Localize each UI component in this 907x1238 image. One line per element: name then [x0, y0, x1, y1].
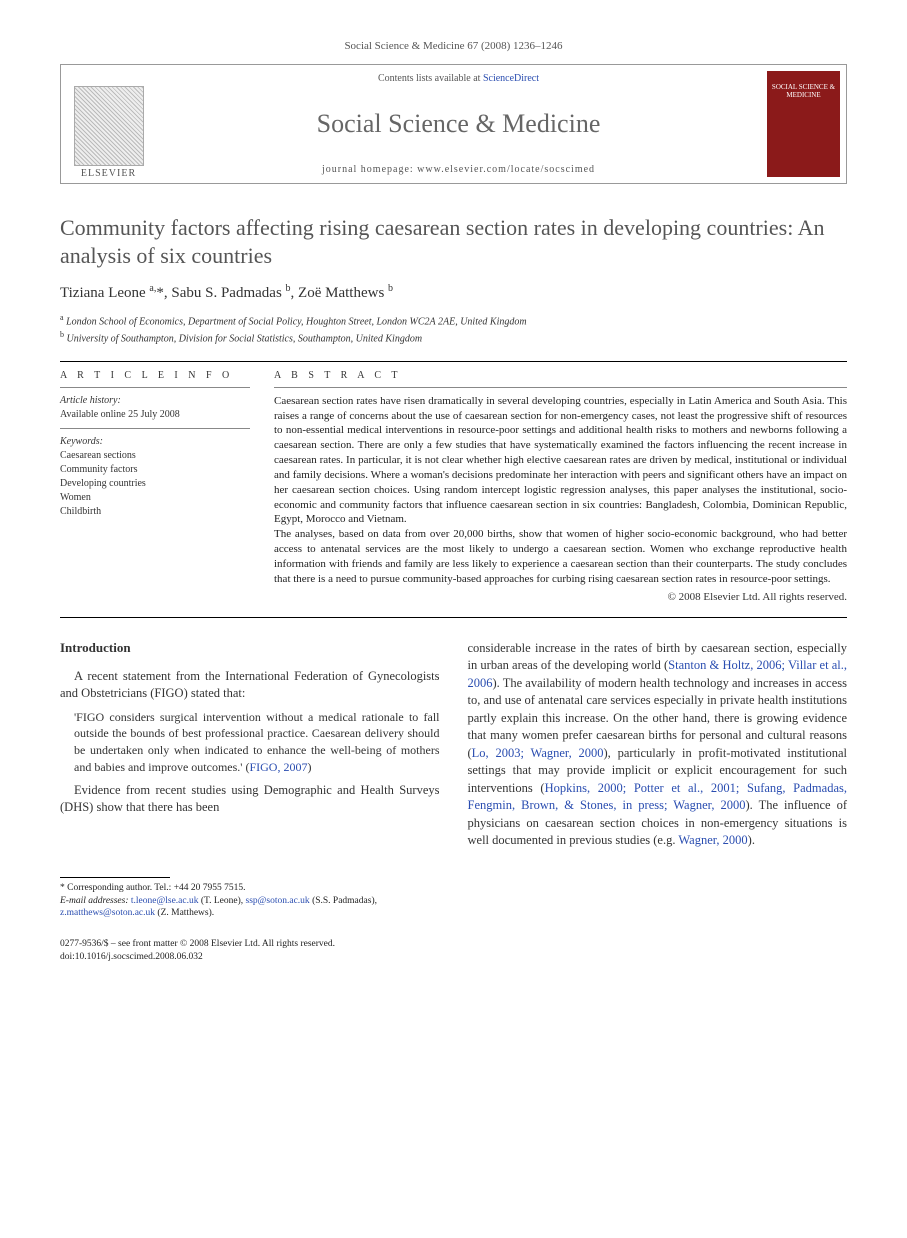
info-rule-2 — [60, 428, 250, 429]
email-link[interactable]: ssp@soton.ac.uk — [246, 896, 310, 906]
right-column: considerable increase in the rates of bi… — [468, 640, 848, 921]
abstract-col: A B S T R A C T Caesarean section rates … — [274, 370, 847, 603]
email-link[interactable]: z.matthews@soton.ac.uk — [60, 908, 155, 918]
r1-end: ). — [748, 833, 755, 847]
footer: 0277-9536/$ – see front matter © 2008 El… — [60, 938, 847, 963]
history-label: Article history: — [60, 394, 250, 408]
journal-banner: ELSEVIER Contents lists available at Sci… — [60, 64, 847, 184]
keyword: Community factors — [60, 463, 250, 477]
quote-close: ) — [307, 760, 311, 774]
email-footnote: E-mail addresses: t.leone@lse.ac.uk (T. … — [60, 895, 440, 921]
article-title: Community factors affecting rising caesa… — [60, 214, 847, 269]
affil-a-text: London School of Economics, Department o… — [66, 316, 527, 327]
history-text: Available online 25 July 2008 — [60, 408, 250, 422]
abstract-p1: Caesarean section rates have risen drama… — [274, 395, 847, 526]
citation-link[interactable]: Lo, 2003; Wagner, 2000 — [472, 746, 604, 760]
sciencedirect-link[interactable]: ScienceDirect — [483, 73, 539, 84]
banner-center: Contents lists available at ScienceDirec… — [156, 65, 761, 183]
info-rule-1 — [60, 387, 250, 388]
right-body: considerable increase in the rates of bi… — [468, 640, 848, 850]
right-p1: considerable increase in the rates of bi… — [468, 640, 848, 850]
intro-heading: Introduction — [60, 640, 440, 656]
keywords-label: Keywords: — [60, 435, 250, 449]
affiliation-b: b University of Southampton, Division fo… — [60, 329, 847, 346]
doi-line: doi:10.1016/j.socscimed.2008.06.032 — [60, 951, 847, 963]
cover-thumb-wrap: SOCIAL SCIENCE & MEDICINE — [761, 65, 846, 183]
email-link[interactable]: t.leone@lse.ac.uk — [131, 896, 199, 906]
journal-cover-icon: SOCIAL SCIENCE & MEDICINE — [767, 71, 840, 177]
corresponding-author-footnote: * Corresponding author. Tel.: +44 20 795… — [60, 882, 440, 895]
citation-link[interactable]: Wagner, 2000 — [678, 833, 747, 847]
publisher-block: ELSEVIER — [61, 65, 156, 183]
intro-p1: A recent statement from the Internationa… — [60, 668, 440, 703]
publisher-label: ELSEVIER — [81, 168, 136, 179]
rule-top — [60, 361, 847, 362]
abstract-p2: The analyses, based on data from over 20… — [274, 528, 847, 585]
contents-line: Contents lists available at ScienceDirec… — [378, 73, 539, 84]
affil-b-text: University of Southampton, Division for … — [67, 334, 423, 345]
email-label: E-mail addresses: — [60, 896, 131, 906]
email-who: (Z. Matthews) — [157, 908, 211, 918]
authors-line: Tiziana Leone a,*, Sabu S. Padmadas b, Z… — [60, 283, 847, 302]
homepage-prefix: journal homepage: — [322, 164, 417, 175]
abstract-heading: A B S T R A C T — [274, 370, 847, 381]
journal-name: Social Science & Medicine — [317, 109, 601, 139]
keyword: Women — [60, 491, 250, 505]
left-column: Introduction A recent statement from the… — [60, 640, 440, 921]
left-body: A recent statement from the Internationa… — [60, 668, 440, 817]
article-info-col: A R T I C L E I N F O Article history: A… — [60, 370, 250, 603]
info-abstract-row: A R T I C L E I N F O Article history: A… — [60, 370, 847, 603]
contents-prefix: Contents lists available at — [378, 73, 483, 84]
footnote-separator — [60, 877, 170, 878]
body-columns: Introduction A recent statement from the… — [60, 640, 847, 921]
keyword: Caesarean sections — [60, 449, 250, 463]
homepage-line: journal homepage: www.elsevier.com/locat… — [322, 164, 595, 175]
keyword: Developing countries — [60, 477, 250, 491]
history-block: Article history: Available online 25 Jul… — [60, 394, 250, 422]
header-citation: Social Science & Medicine 67 (2008) 1236… — [60, 40, 847, 52]
corr-label: * Corresponding author. Tel.: — [60, 883, 174, 893]
affiliation-a: a London School of Economics, Department… — [60, 312, 847, 329]
issn-line: 0277-9536/$ – see front matter © 2008 El… — [60, 938, 847, 950]
quote-citation-link[interactable]: FIGO, 2007 — [249, 760, 307, 774]
email-who: (T. Leone) — [201, 896, 241, 906]
keyword: Childbirth — [60, 505, 250, 519]
rule-bottom — [60, 617, 847, 618]
email-who: (S.S. Padmadas) — [312, 896, 375, 906]
abstract-text: Caesarean section rates have risen drama… — [274, 394, 847, 587]
keywords-block: Keywords: Caesarean sections Community f… — [60, 435, 250, 519]
corr-tel: +44 20 7955 7515. — [174, 883, 246, 893]
abs-rule — [274, 387, 847, 388]
intro-p2: Evidence from recent studies using Demog… — [60, 782, 440, 817]
abstract-copyright: © 2008 Elsevier Ltd. All rights reserved… — [274, 591, 847, 603]
figo-quote: 'FIGO considers surgical intervention wi… — [74, 709, 440, 776]
homepage-url[interactable]: www.elsevier.com/locate/socscimed — [417, 164, 595, 175]
article-info-heading: A R T I C L E I N F O — [60, 370, 250, 381]
elsevier-tree-icon — [74, 86, 144, 166]
